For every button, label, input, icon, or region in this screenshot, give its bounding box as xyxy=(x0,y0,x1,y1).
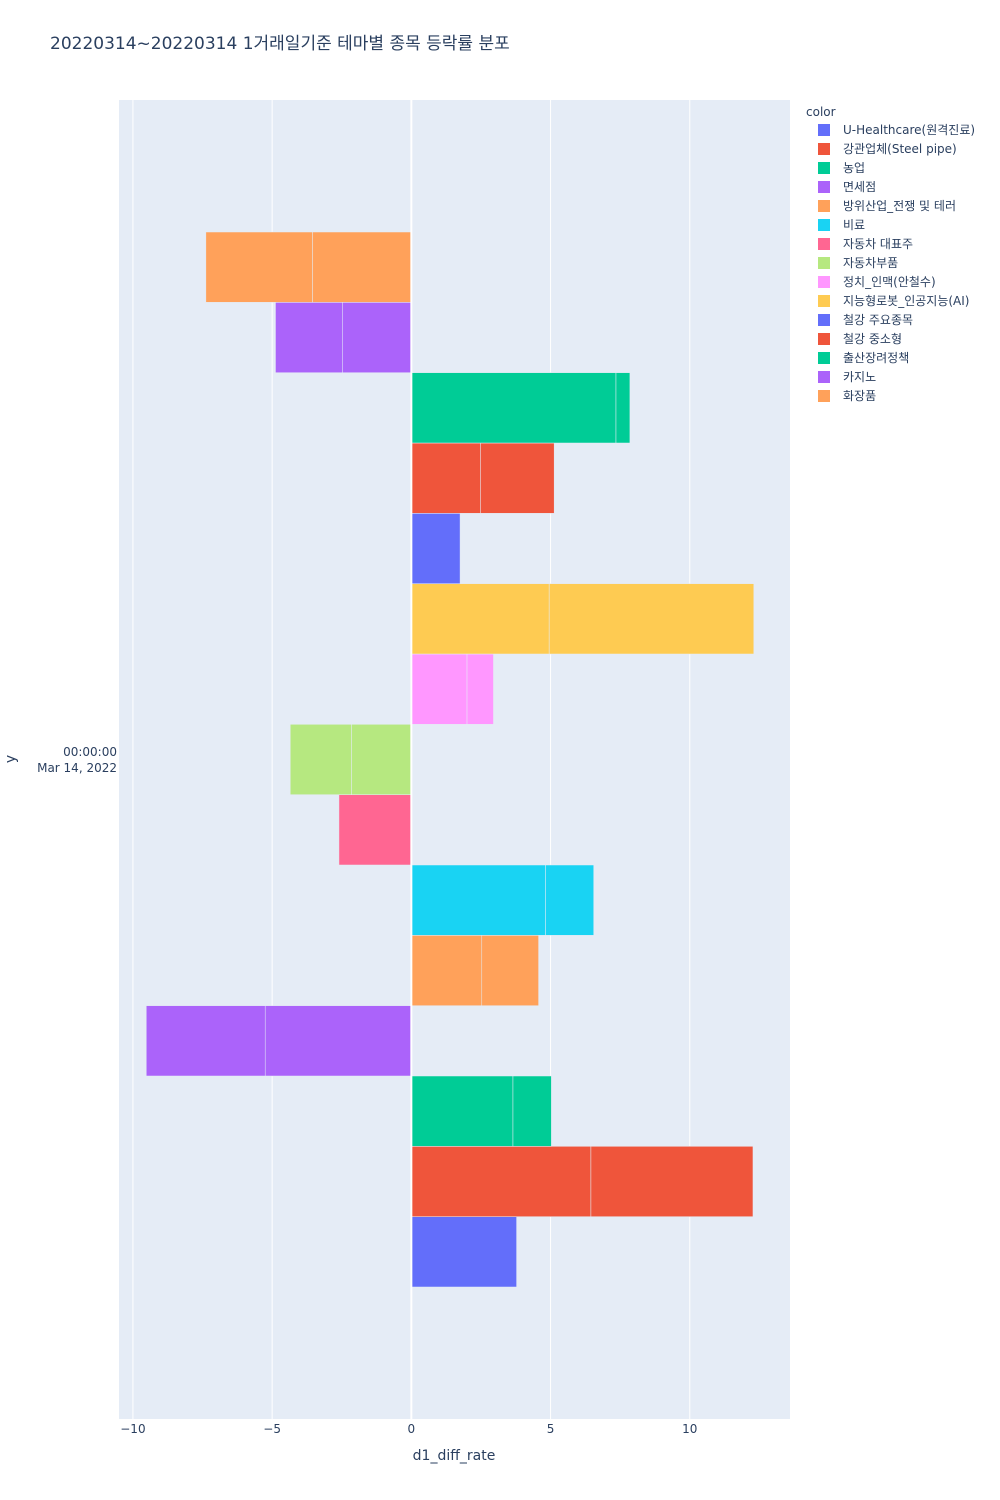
bar-segment[interactable] xyxy=(545,864,594,936)
legend-item[interactable]: 카지노 xyxy=(818,370,876,384)
legend-swatch xyxy=(818,333,830,345)
bar-segment[interactable] xyxy=(338,794,412,866)
legend-item[interactable]: 비료 xyxy=(818,218,865,232)
legend-title: color xyxy=(806,105,836,119)
bar-segment[interactable] xyxy=(411,935,483,1006)
legend-swatch xyxy=(818,200,830,212)
legend-label: 농업 xyxy=(843,161,865,175)
legend-swatch xyxy=(818,181,830,193)
x-tick-label: −10 xyxy=(120,1422,145,1436)
legend-label: 방위산업_전쟁 및 테러 xyxy=(843,199,956,213)
legend-item[interactable]: 자동차부품 xyxy=(818,256,898,270)
legend-label: 철강 주요종목 xyxy=(843,313,913,327)
legend-swatch xyxy=(818,124,830,136)
legend-swatch xyxy=(818,143,830,155)
bar-segment[interactable] xyxy=(205,231,313,303)
bar-segment[interactable] xyxy=(342,302,412,373)
y-tick-label-time: 00:00:00 xyxy=(63,745,117,759)
legend-label: 정치_인맥(안철수) xyxy=(843,275,936,289)
legend-swatch xyxy=(818,219,830,231)
bar-segment[interactable] xyxy=(411,442,481,514)
legend-label: 철강 중소형 xyxy=(843,332,902,346)
y-tick-label-date: Mar 14, 2022 xyxy=(37,761,117,775)
bar-segment[interactable] xyxy=(264,1005,412,1077)
bar-segment[interactable] xyxy=(411,1075,514,1147)
bar-segment[interactable] xyxy=(480,442,555,514)
bar-segment[interactable] xyxy=(548,583,755,655)
legend-swatch xyxy=(818,162,830,174)
bar-segment[interactable] xyxy=(312,231,412,303)
legend-label: 강관업체(Steel pipe) xyxy=(843,142,957,156)
legend-item[interactable]: 정치_인맥(안철수) xyxy=(818,275,936,289)
legend-label: 출산장려정책 xyxy=(843,350,909,365)
legend-swatch xyxy=(818,314,830,326)
bar-segment[interactable] xyxy=(411,583,550,655)
bar-segment[interactable] xyxy=(590,1146,754,1217)
legend-label: U-Healthcare(원격진료) xyxy=(843,123,975,137)
bar-segment[interactable] xyxy=(481,935,539,1006)
legend-swatch xyxy=(818,276,830,288)
bar-segment[interactable] xyxy=(411,513,461,584)
bar-segment[interactable] xyxy=(275,302,343,373)
chart-title: 20220314~20220314 1거래일기준 테마별 종목 등락률 분포 xyxy=(50,34,510,54)
legend-swatch xyxy=(818,257,830,269)
legend-item[interactable]: 철강 중소형 xyxy=(818,332,902,346)
x-tick-label: −5 xyxy=(263,1422,281,1436)
legend-swatch xyxy=(818,371,830,383)
x-tick-labels: −10 −5 0 5 10 xyxy=(120,1422,697,1436)
bar-segment[interactable] xyxy=(411,864,546,936)
legend-swatch xyxy=(818,238,830,250)
legend[interactable]: U-Healthcare(원격진료) 강관업체(Steel pipe) 농업면세점방… xyxy=(818,123,975,403)
legend-item[interactable]: 강관업체(Steel pipe) xyxy=(818,142,957,156)
legend-item[interactable]: 자동차 대표주 xyxy=(818,237,913,251)
bar-segment[interactable] xyxy=(615,372,631,444)
legend-item[interactable]: 출산장려정책 xyxy=(818,350,909,365)
bar-segment[interactable] xyxy=(411,372,617,444)
x-tick-label: 5 xyxy=(547,1422,555,1436)
legend-item[interactable]: 지능형로봇_인공지능(AI) xyxy=(818,294,969,308)
legend-label: 자동차부품 xyxy=(843,256,898,270)
x-tick-label: 10 xyxy=(682,1422,697,1436)
bar-segment[interactable] xyxy=(512,1075,552,1147)
legend-swatch xyxy=(818,390,830,402)
bars xyxy=(146,231,755,1288)
legend-item[interactable]: 화장품 xyxy=(818,389,876,403)
legend-swatch xyxy=(818,295,830,307)
y-axis-title: y xyxy=(3,755,19,763)
bar-segment[interactable] xyxy=(411,653,468,725)
legend-label: 비료 xyxy=(843,218,865,232)
bar-segment[interactable] xyxy=(289,724,352,795)
bar-segment[interactable] xyxy=(411,1216,517,1288)
x-tick-label: 0 xyxy=(408,1422,416,1436)
bar-segment[interactable] xyxy=(351,724,412,795)
legend-item[interactable]: 면세점 xyxy=(818,180,876,194)
legend-label: 자동차 대표주 xyxy=(843,237,913,251)
legend-label: 카지노 xyxy=(843,370,876,384)
bar-segment[interactable] xyxy=(466,653,494,725)
legend-label: 지능형로봇_인공지능(AI) xyxy=(843,294,969,308)
legend-item[interactable]: 농업 xyxy=(818,161,865,175)
legend-item[interactable]: 철강 주요종목 xyxy=(818,313,913,327)
legend-label: 면세점 xyxy=(843,180,876,194)
legend-item[interactable]: U-Healthcare(원격진료) xyxy=(818,123,975,137)
legend-label: 화장품 xyxy=(843,389,876,403)
legend-item[interactable]: 방위산업_전쟁 및 테러 xyxy=(818,199,956,213)
bar-segment[interactable] xyxy=(146,1005,266,1077)
x-axis-title: d1_diff_rate xyxy=(413,1448,496,1464)
bar-segment[interactable] xyxy=(411,1146,592,1217)
legend-swatch xyxy=(818,352,830,364)
